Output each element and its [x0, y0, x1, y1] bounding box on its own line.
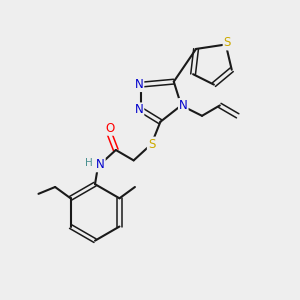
Text: N: N	[135, 78, 143, 91]
Text: S: S	[148, 138, 155, 151]
Text: N: N	[179, 99, 188, 112]
Text: N: N	[96, 158, 105, 171]
Text: S: S	[224, 37, 231, 50]
Text: H: H	[85, 158, 92, 168]
Text: O: O	[105, 122, 115, 135]
Text: N: N	[135, 103, 143, 116]
